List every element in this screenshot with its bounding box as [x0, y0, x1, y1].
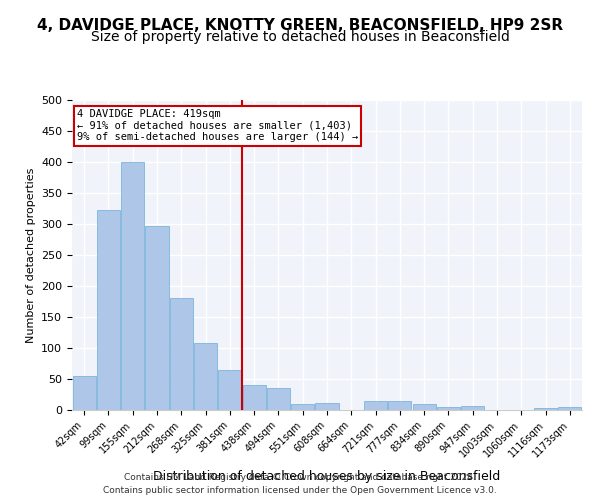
Text: 4, DAVIDGE PLACE, KNOTTY GREEN, BEACONSFIELD, HP9 2SR: 4, DAVIDGE PLACE, KNOTTY GREEN, BEACONSF…: [37, 18, 563, 32]
Bar: [170, 298, 193, 410]
Bar: [364, 400, 387, 410]
Bar: [534, 408, 557, 410]
Text: Contains HM Land Registry data © Crown copyright and database right 2024.: Contains HM Land Registry data © Crown c…: [124, 474, 476, 482]
Text: 4 DAVIDGE PLACE: 419sqm
← 91% of detached houses are smaller (1,403)
9% of semi-: 4 DAVIDGE PLACE: 419sqm ← 91% of detache…: [77, 110, 358, 142]
Bar: [291, 404, 314, 410]
Bar: [194, 343, 217, 410]
Text: Size of property relative to detached houses in Beaconsfield: Size of property relative to detached ho…: [91, 30, 509, 44]
Bar: [559, 407, 581, 410]
Bar: [242, 385, 266, 410]
Bar: [73, 376, 95, 410]
Text: Contains public sector information licensed under the Open Government Licence v3: Contains public sector information licen…: [103, 486, 497, 495]
Bar: [218, 370, 241, 410]
Bar: [267, 388, 290, 410]
Bar: [388, 400, 412, 410]
Bar: [121, 162, 144, 410]
Bar: [97, 210, 120, 410]
Bar: [437, 407, 460, 410]
Bar: [316, 403, 338, 410]
X-axis label: Distribution of detached houses by size in Beaconsfield: Distribution of detached houses by size …: [154, 470, 500, 483]
Bar: [145, 226, 169, 410]
Y-axis label: Number of detached properties: Number of detached properties: [26, 168, 35, 342]
Bar: [461, 406, 484, 410]
Bar: [413, 404, 436, 410]
